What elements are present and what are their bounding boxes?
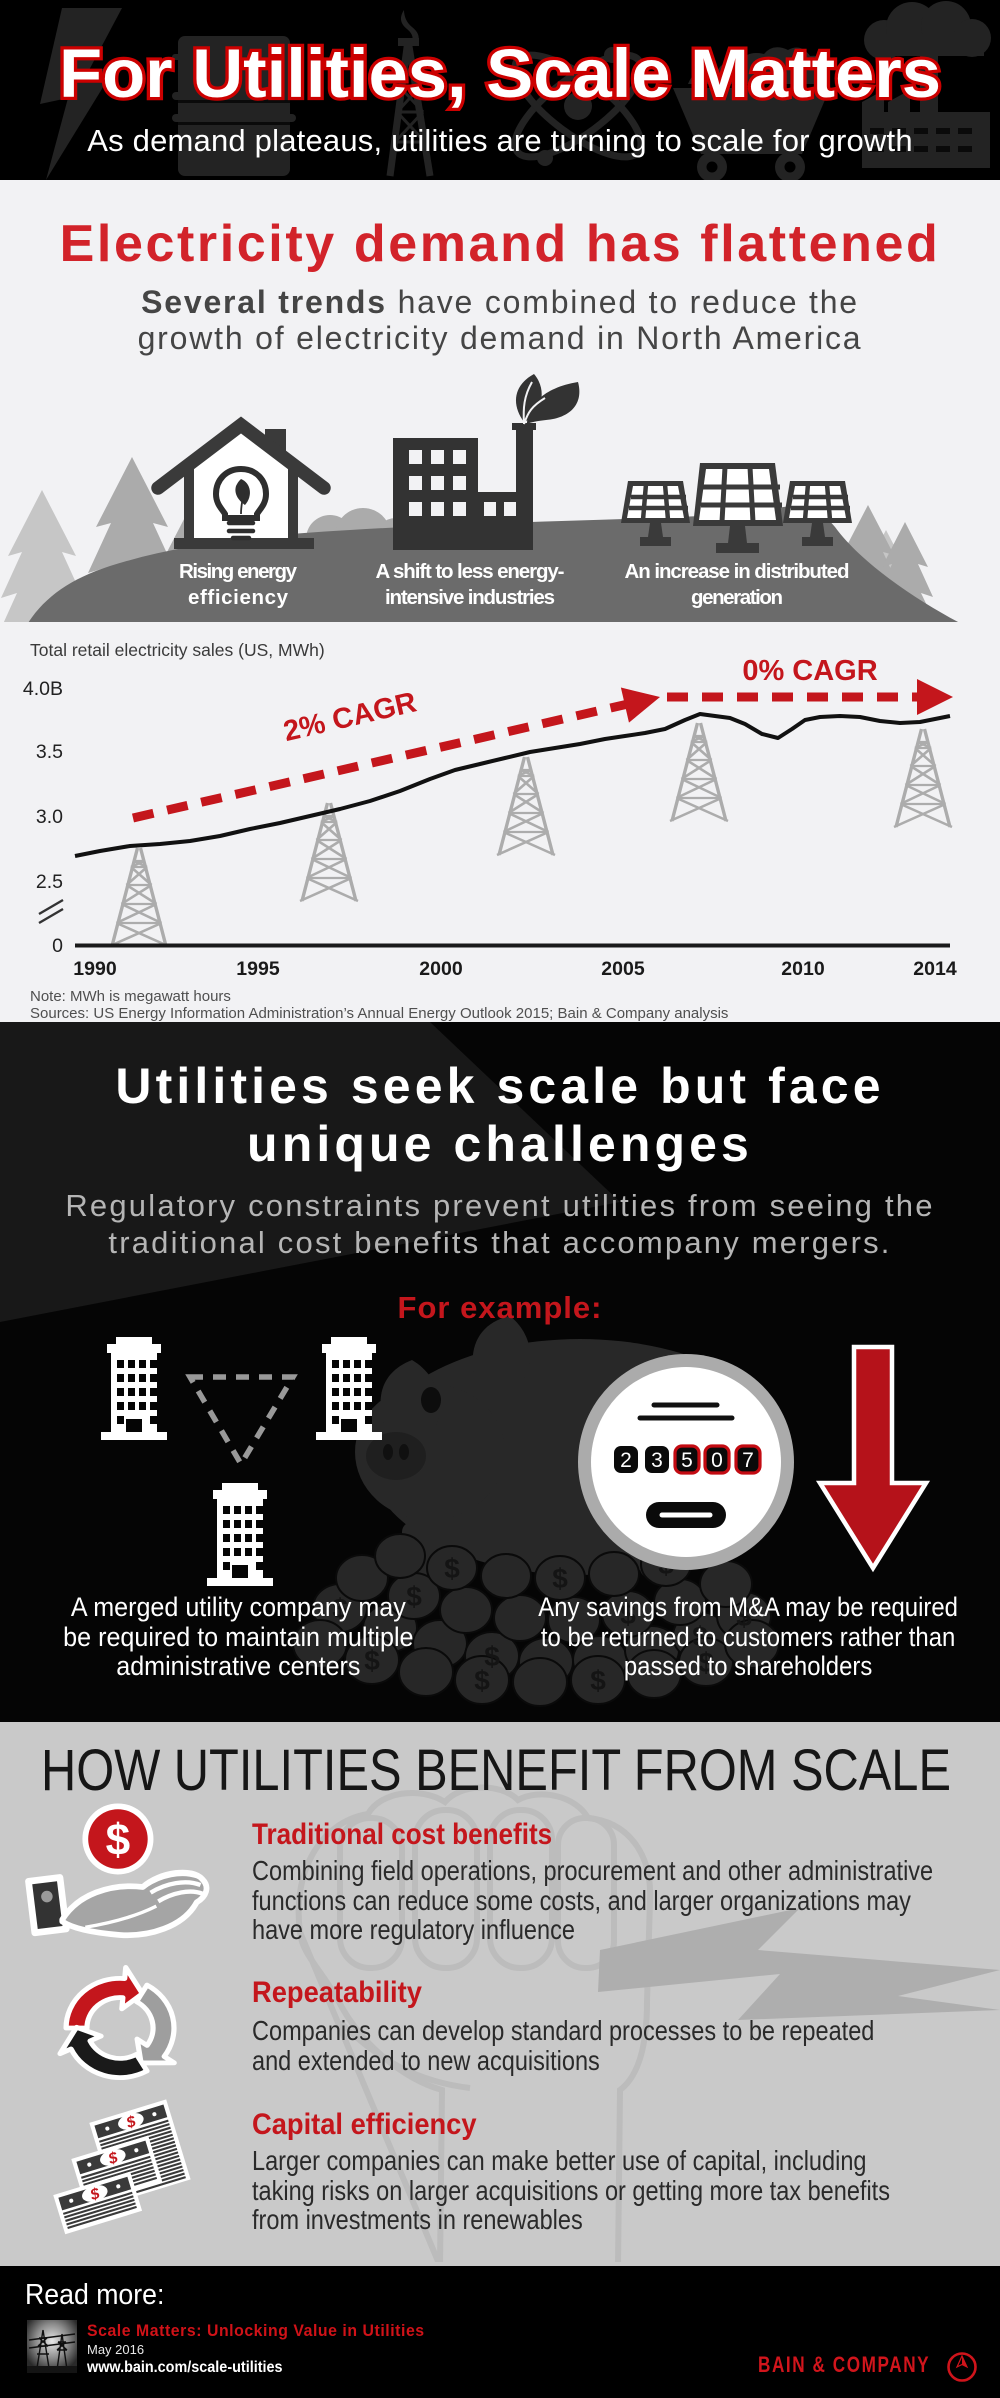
svg-text:$: $ [364,1645,380,1676]
svg-text:5: 5 [681,1449,693,1472]
svg-text:For Utilities, Scale Matters: For Utilities, Scale Matters [59,35,941,112]
svg-text:$: $ [106,1815,131,1864]
svg-text:$: $ [406,1581,422,1612]
svg-text:$: $ [698,1647,714,1678]
svg-text:2% CAGR: 2% CAGR [280,686,419,748]
svg-text:7: 7 [742,1449,754,1472]
svg-text:An increase in distributed: An increase in distributed [625,560,850,583]
svg-text:$: $ [590,1665,606,1696]
svg-text:3: 3 [651,1449,663,1472]
svg-text:2: 2 [620,1449,632,1472]
svg-text:1995: 1995 [236,958,280,980]
svg-text:4.0B: 4.0B [23,678,63,700]
svg-text:3.5: 3.5 [36,741,63,763]
svg-text:efficiency: efficiency [188,586,289,609]
svg-text:$: $ [552,1563,568,1594]
svg-text:0% CAGR: 0% CAGR [742,655,877,687]
svg-text:$: $ [484,1641,500,1672]
svg-text:0: 0 [711,1449,723,1472]
svg-text:2005: 2005 [601,958,645,980]
svg-text:1990: 1990 [73,958,117,980]
svg-text:0: 0 [52,935,63,957]
svg-text:Note: MWh is megawatt hours: Note: MWh is megawatt hours [30,988,231,1005]
svg-text:intensive industries: intensive industries [385,586,555,609]
svg-text:Total retail electricity sales: Total retail electricity sales (US, MWh) [30,640,325,660]
svg-text:$: $ [692,1621,708,1652]
svg-text:2.5: 2.5 [36,871,63,893]
svg-text:2010: 2010 [781,958,825,980]
svg-text:$: $ [620,1599,636,1630]
svg-text:2014: 2014 [913,958,957,980]
svg-text:$: $ [444,1553,460,1584]
svg-text:$: $ [736,1601,752,1632]
svg-text:2000: 2000 [419,958,463,980]
svg-text:$: $ [474,1665,490,1696]
svg-text:generation: generation [691,586,783,609]
svg-text:HOW UTILITIES BENEFIT FROM SCA: HOW UTILITIES BENEFIT FROM SCALE [41,1738,951,1803]
svg-text:A shift to less energy-: A shift to less energy- [376,560,565,583]
svg-text:$: $ [332,1593,348,1624]
svg-text:Sources: US Energy Information: Sources: US Energy Information Administr… [30,1005,728,1022]
svg-text:Rising energy: Rising energy [179,560,298,583]
svg-text:3.0: 3.0 [36,806,63,828]
